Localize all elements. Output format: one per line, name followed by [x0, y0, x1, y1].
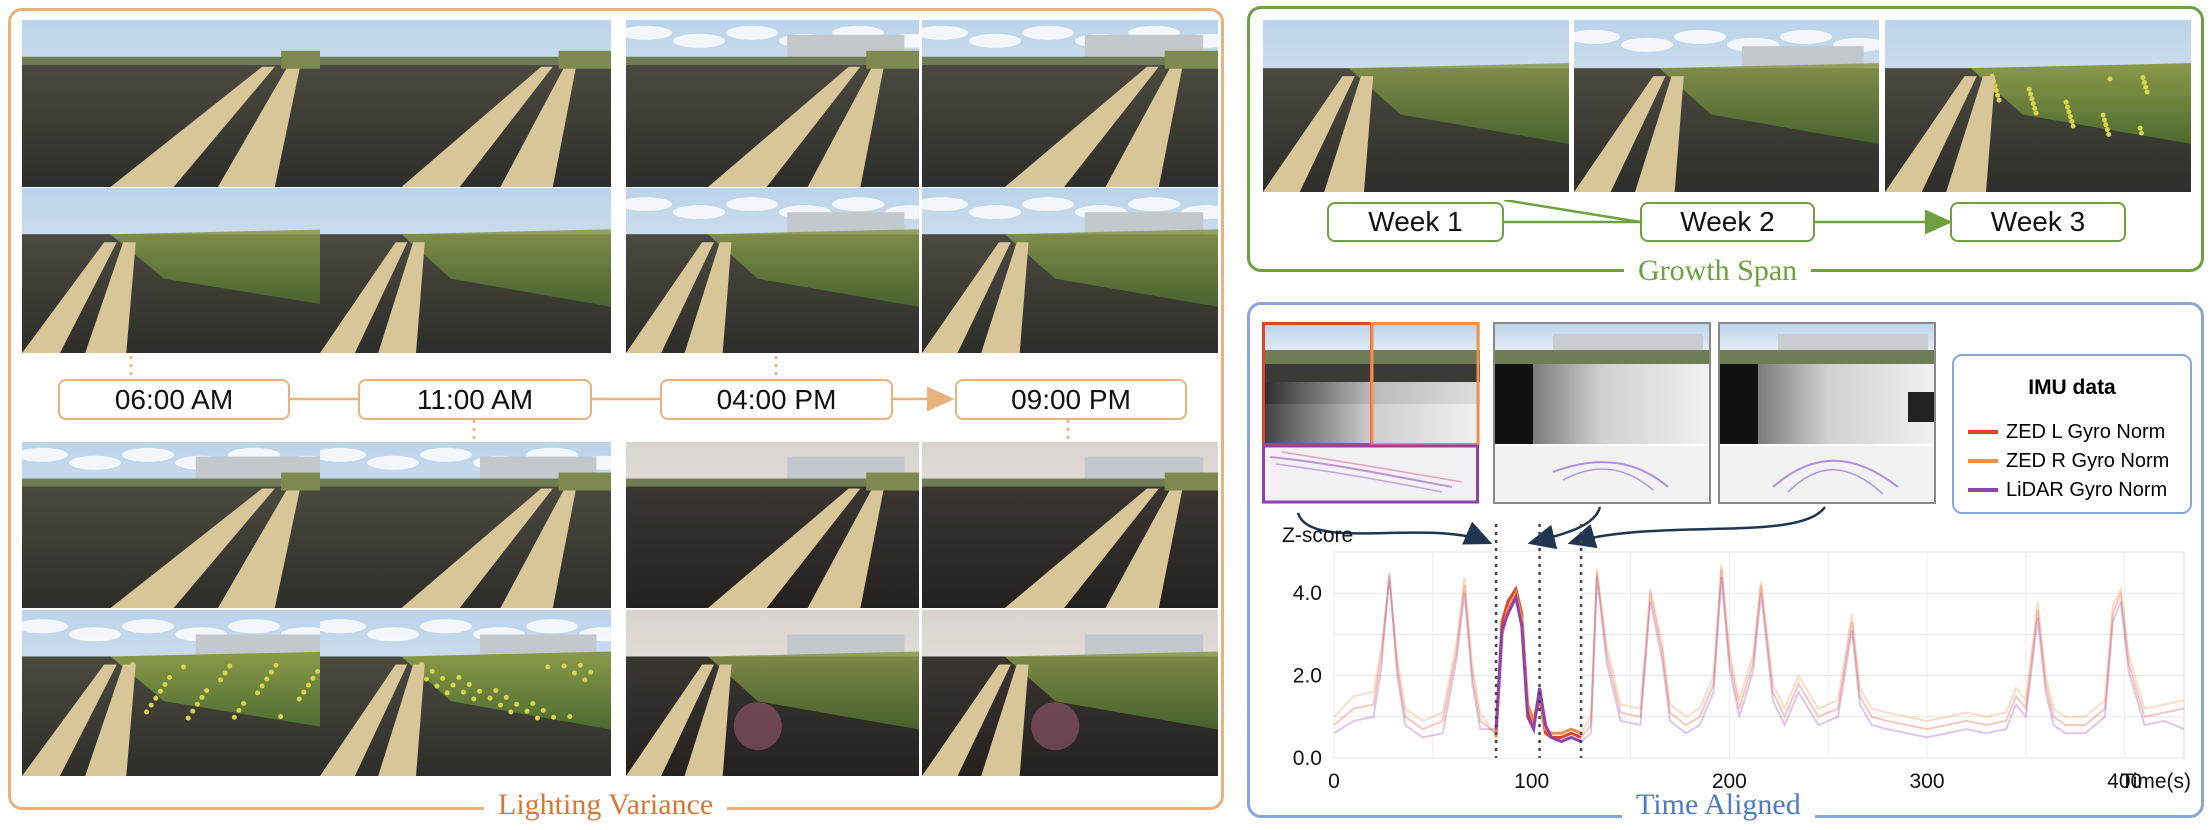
time-label-1100am: 11:00 AM [358, 379, 592, 420]
growth-photo-week-3 [1885, 20, 2191, 192]
x-tick-label: 0 [1328, 770, 1340, 793]
time-aligned-title: Time Aligned [1622, 788, 1815, 822]
lighting-photo-10 [320, 442, 611, 608]
legend-label-lidar: LiDAR Gyro Norm [2006, 478, 2168, 501]
lighting-variance-title: Lighting Variance [484, 788, 728, 822]
lighting-photo-6 [320, 188, 611, 353]
lighting-photo-1 [22, 20, 338, 187]
growth-span-title: Growth Span [1624, 254, 1812, 288]
x-axis-label: Time(s) [2121, 770, 2191, 793]
lighting-photo-7 [626, 188, 919, 353]
imu-legend-title: IMU data [2028, 376, 2116, 399]
series-zed-l-line-faded [1333, 568, 2185, 739]
legend-item-lidar: LiDAR Gyro Norm [1968, 476, 2167, 504]
lighting-photo-16 [922, 610, 1218, 776]
lighting-photo-15 [626, 610, 919, 776]
legend-item-zed-l: ZED L Gyro Norm [1968, 418, 2165, 446]
series-zed-r-line-faded [1333, 564, 2185, 741]
series-lidar-line-faded [1333, 572, 2185, 743]
week-connector-1 [1504, 220, 1640, 224]
lighting-photo-2 [320, 20, 611, 187]
lighting-photo-8 [922, 188, 1218, 353]
plot-area [1333, 551, 2185, 759]
alignment-arrows [1296, 506, 1827, 550]
lighting-photo-12 [922, 442, 1218, 608]
lighting-photo-11 [626, 442, 919, 608]
legend-swatch-lidar [1968, 488, 1998, 492]
legend-item-zed-r: ZED R Gyro Norm [1968, 447, 2169, 475]
sensor-frame-2 [1493, 322, 1711, 504]
sensor-frame-1-image [1262, 322, 1480, 504]
week-label-2: Week 2 [1640, 202, 1815, 242]
lighting-photo-13 [22, 610, 338, 776]
lighting-photo-3 [626, 20, 919, 187]
lighting-photo-9 [22, 442, 338, 608]
week-label-3: Week 3 [1950, 202, 2126, 242]
sensor-frame-3-image [1718, 322, 1936, 504]
sensor-frame-3 [1718, 322, 1936, 504]
time-label-0900pm: 09:00 PM [955, 379, 1187, 420]
imu-zscore-chart: 0.0 2.0 4.0 0 100 200 300 400 Z-score Time(s) [1282, 524, 2191, 793]
x-tick-label: 400 [2107, 770, 2142, 793]
legend-label-zed-l: ZED L Gyro Norm [2006, 420, 2166, 443]
y-tick-label: 2.0 [1293, 665, 1322, 688]
imu-legend: IMU data ZED L Gyro Norm ZED R Gyro Norm… [1952, 354, 2192, 514]
legend-swatch-zed-l [1968, 430, 1998, 434]
legend-label-zed-r: ZED R Gyro Norm [2006, 449, 2170, 472]
lighting-photo-4 [922, 20, 1218, 187]
x-tick-label: 200 [1712, 770, 1747, 793]
y-tick-label: 0.0 [1293, 747, 1322, 770]
growth-photo-week-1 [1263, 20, 1569, 192]
growth-photo-week-2 [1574, 20, 1879, 192]
series-lidar-line-highlight [1494, 592, 1582, 744]
x-tick-label: 100 [1514, 770, 1549, 793]
lighting-photo-5 [22, 188, 338, 353]
time-label-0600am: 06:00 AM [58, 379, 290, 420]
y-tick-label: 4.0 [1293, 582, 1322, 605]
sensor-frame-2-image [1493, 322, 1711, 504]
lighting-photo-14 [320, 610, 611, 776]
time-connectors [129, 356, 1070, 444]
time-label-0400pm: 04:00 PM [660, 379, 893, 420]
x-tick-label: 300 [1909, 770, 1944, 793]
sensor-frame-1 [1262, 322, 1480, 504]
week-label-1: Week 1 [1327, 202, 1504, 242]
legend-swatch-zed-r [1968, 459, 1998, 463]
y-axis-label: Z-score [1282, 524, 1353, 547]
week-connectors [1503, 200, 1953, 235]
